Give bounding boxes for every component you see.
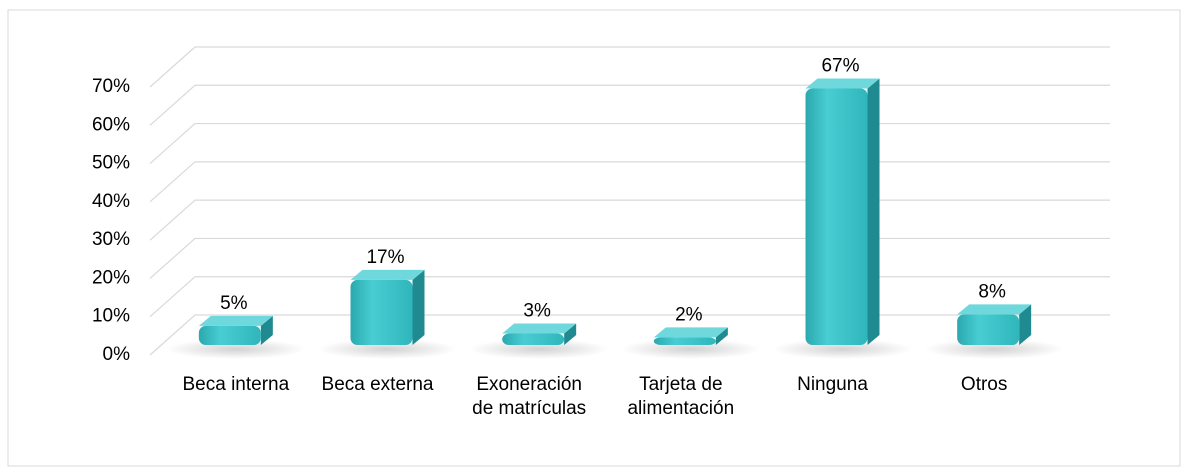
x-tick-label: Tarjeta de alimentación <box>627 374 735 419</box>
bar-shadow <box>772 339 913 359</box>
x-tick-label: Beca externa <box>321 374 434 395</box>
grid-line <box>149 199 1110 241</box>
bar-shadow <box>620 339 761 359</box>
bar-side <box>412 269 425 345</box>
y-tick-label: 50% <box>92 153 130 174</box>
bar-side <box>1019 304 1032 345</box>
bar-front <box>957 314 1020 345</box>
bar <box>620 327 761 359</box>
bar-shadow <box>165 339 306 359</box>
grid-line <box>149 84 1110 126</box>
data-label: 5% <box>220 293 248 314</box>
y-tick-label: 10% <box>92 306 130 327</box>
bar-side <box>564 323 577 345</box>
x-tick-label: Beca interna <box>182 374 290 395</box>
bar-top <box>805 78 880 89</box>
bar-front <box>653 337 716 345</box>
bar-shadow <box>469 339 610 359</box>
grid-line <box>149 46 1110 88</box>
grid-line <box>149 122 1110 165</box>
y-tick-label: 0% <box>103 344 131 365</box>
chart-border <box>7 9 1181 467</box>
grid-line <box>149 314 1110 356</box>
bar <box>469 323 610 359</box>
bar-front <box>350 279 413 345</box>
data-label: 3% <box>523 301 551 322</box>
y-tick-label: 40% <box>92 191 130 212</box>
bar <box>772 78 913 359</box>
y-tick-label: 30% <box>92 229 130 250</box>
data-label: 17% <box>366 247 404 268</box>
bar-top <box>350 269 425 280</box>
bar-front <box>198 325 261 345</box>
bar-top <box>957 304 1032 315</box>
grid-line <box>149 276 1110 318</box>
bar-front <box>805 88 868 345</box>
grid-line <box>149 237 1110 279</box>
x-tick-label: Exoneración de matrículas <box>472 374 587 419</box>
y-tick-label: 20% <box>92 267 130 288</box>
bar <box>165 315 306 359</box>
grid-line <box>149 161 1110 203</box>
y-tick-label: 70% <box>92 76 130 97</box>
bar <box>924 304 1065 359</box>
bar-shadow <box>924 339 1065 359</box>
data-label: 2% <box>675 304 703 325</box>
bar-side <box>260 315 273 345</box>
bar-shadow <box>317 339 458 359</box>
y-tick-label: 60% <box>92 114 130 135</box>
x-tick-label: Otros <box>960 374 1008 395</box>
data-label: 8% <box>978 281 1006 302</box>
bar <box>317 269 458 359</box>
bar-front <box>502 333 565 345</box>
data-label: 67% <box>821 56 859 77</box>
x-tick-label: Ninguna <box>797 374 868 395</box>
bar-side <box>867 78 880 345</box>
bar-top <box>502 323 577 334</box>
bar-side <box>715 327 728 345</box>
bar-top <box>653 327 728 338</box>
bar-top <box>198 315 273 326</box>
